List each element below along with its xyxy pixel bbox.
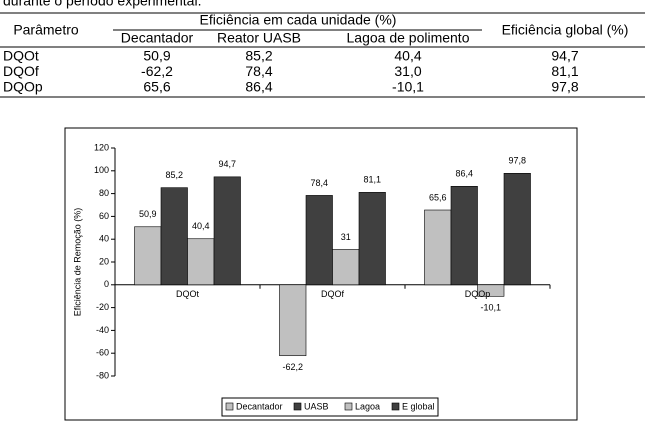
bar: [160, 187, 188, 286]
table-cell: 97,8: [551, 79, 578, 95]
caption: durante o período experimental.: [3, 0, 201, 9]
bar: [305, 195, 333, 286]
bar: [424, 209, 452, 286]
y-tick-label: 80: [99, 188, 109, 198]
bar: [332, 249, 360, 286]
value-label: 94,7: [218, 159, 236, 169]
legend-label: E global: [402, 401, 435, 411]
table-cell: 31,0: [394, 63, 421, 79]
chart-frame: [64, 127, 578, 421]
value-label: 65,6: [429, 192, 447, 202]
table-cell: 86,4: [245, 79, 272, 95]
table-cell: 81,1: [551, 63, 578, 79]
table-cell: -10,1: [392, 79, 424, 95]
value-label: 81,1: [363, 175, 381, 185]
table-cell: DQOf: [3, 63, 39, 79]
value-label: 97,8: [508, 156, 526, 166]
bar: [503, 173, 531, 286]
y-tick-label: -40: [96, 325, 109, 335]
header-cell: Eficiência em cada unidade (%): [200, 12, 397, 28]
x-tick-label: DQOp: [465, 289, 491, 299]
value-label: 50,9: [139, 209, 157, 219]
value-label: -62,2: [282, 362, 303, 372]
legend-label: Lagoa: [355, 401, 380, 411]
y-tick-label: -60: [96, 348, 109, 358]
table-cell: DQOt: [3, 48, 39, 64]
header-cell: Lagoa de polimento: [347, 30, 470, 46]
value-label: 31: [341, 232, 351, 242]
value-label: 40,4: [192, 221, 210, 231]
table-cell: 94,7: [551, 48, 578, 64]
header-cell: Parâmetro: [13, 22, 79, 38]
value-label: 86,4: [455, 169, 473, 179]
table-cell: 50,9: [143, 48, 170, 64]
legend-label: Decantador: [236, 401, 283, 411]
x-tick-label: DQOf: [321, 289, 345, 299]
table-cell: 78,4: [245, 63, 272, 79]
y-tick-label: 60: [99, 211, 109, 221]
bar: [477, 284, 505, 297]
table-cell: 65,6: [143, 79, 170, 95]
x-tick-label: DQOt: [176, 289, 200, 299]
table-cell: -62,2: [141, 63, 173, 79]
header-cell: Decantador: [121, 30, 194, 46]
y-tick-label: -20: [96, 302, 109, 312]
bar: [450, 186, 478, 286]
y-tick-label: 0: [104, 279, 109, 289]
value-label: 78,4: [310, 178, 328, 188]
header-cell: Eficiência global (%): [502, 22, 629, 38]
bar: [187, 238, 215, 286]
legend-swatch: [344, 402, 353, 411]
y-tick-label: 40: [99, 234, 109, 244]
y-tick-label: 20: [99, 256, 109, 266]
y-axis-title: Eficiência de Remoção (%): [72, 208, 82, 317]
value-label: -10,1: [480, 303, 501, 313]
table-cell: 85,2: [245, 48, 272, 64]
bar: [134, 226, 162, 286]
y-tick-label: 120: [94, 142, 109, 152]
table-cell: 40,4: [394, 48, 421, 64]
y-tick-label: 100: [94, 165, 109, 175]
legend-swatch: [391, 402, 400, 411]
y-tick-label: -80: [96, 370, 109, 380]
bar: [358, 192, 386, 286]
header-cell: Reator UASB: [217, 30, 301, 46]
legend-swatch: [225, 402, 234, 411]
bar: [279, 284, 307, 357]
legend-box: [221, 397, 439, 417]
legend-swatch: [293, 402, 302, 411]
bar: [213, 176, 241, 286]
legend-label: UASB: [304, 401, 329, 411]
value-label: 85,2: [165, 170, 183, 180]
table-cell: DQOp: [3, 79, 43, 95]
